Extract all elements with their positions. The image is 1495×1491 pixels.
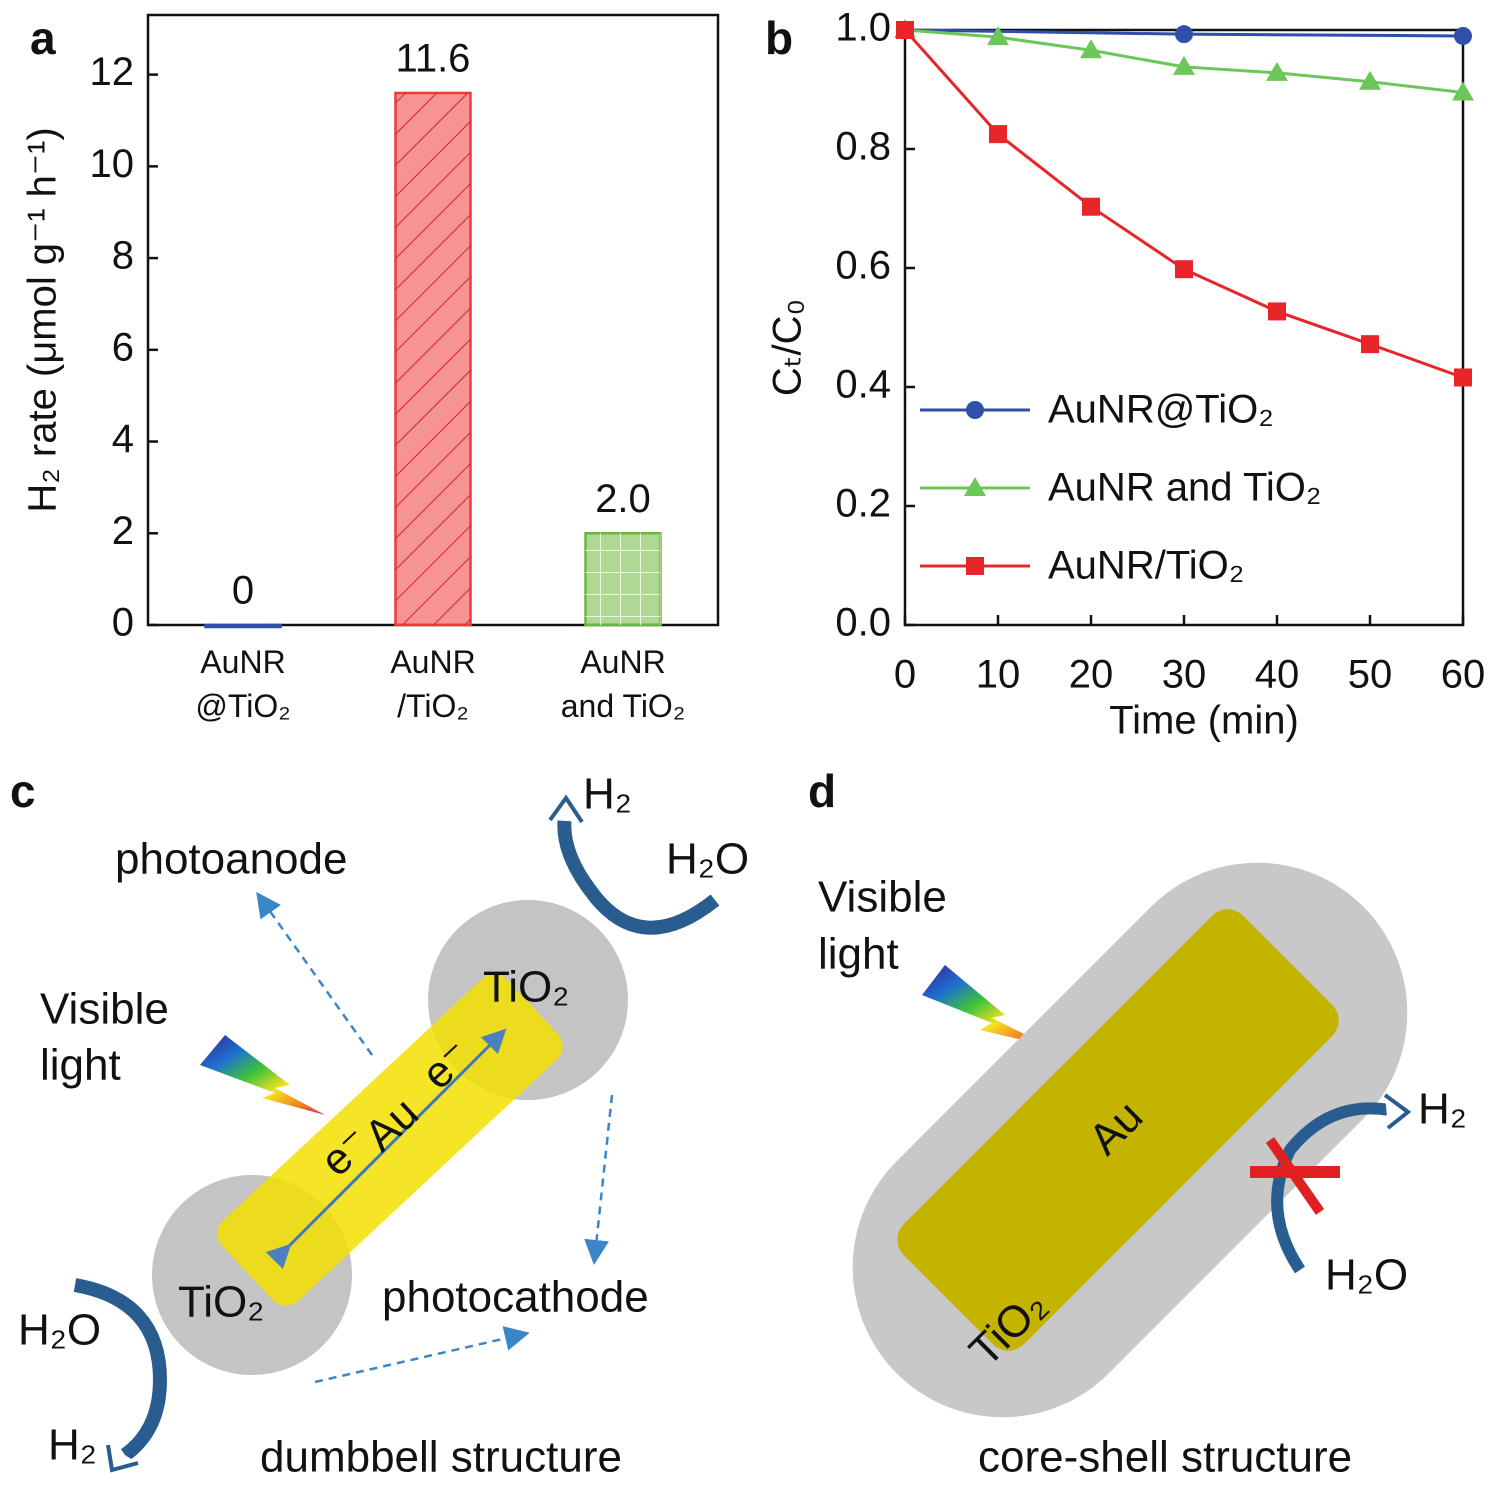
legend-label: AuNR@TiO₂ [1048,388,1274,432]
y-axis-label: H₂ rate (μmol g⁻¹ h⁻¹) [21,127,65,512]
y-tick-label: 2 [112,509,134,553]
x-tick-label: 10 [976,653,1021,697]
legend-label: AuNR and TiO₂ [1048,466,1321,510]
x-tick-label: 30 [1162,653,1207,697]
arrow-head [548,794,584,824]
arrow [256,891,374,1056]
y-tick-label: 0 [112,601,134,645]
point [1080,39,1102,59]
label: H₂ [48,1421,97,1470]
y-tick-label: 1.0 [835,6,891,50]
value-label: 11.6 [396,37,471,81]
arrow [73,1278,168,1461]
point [896,21,914,39]
label: light [40,1041,121,1090]
x-tick-label: 20 [1069,653,1114,697]
panel-label: d [808,765,836,817]
label: H₂O [666,835,749,884]
x-tick-label: 60 [1441,653,1486,697]
x-tick-label: AuNR @TiO₂ [195,644,290,724]
label: light [818,930,899,979]
point [987,26,1009,46]
label: H₂ [1418,1085,1467,1134]
panel-label: a [30,12,56,64]
label: photoanode [115,835,347,884]
arrow [265,1028,507,1270]
bar [204,623,282,629]
y-tick-label: 0.2 [835,482,891,526]
y-tick-label: 0.0 [835,601,891,645]
x-tick-label: 0 [894,653,916,697]
point [1175,25,1193,44]
value-label: 0 [232,569,254,613]
diagram-d: d Visible light Au TiO₂ H₂ H₂O core-shel… [808,765,1467,1482]
x-axis-label: Time (min) [1109,699,1299,743]
x-tick-label: 40 [1255,653,1300,697]
point [989,125,1007,144]
x-tick-label: AuNR/TiO₂ [390,644,475,724]
point [1361,335,1379,354]
block-mark [1265,1137,1325,1215]
x-tick-label: AuNR and TiO₂ [561,644,685,724]
label: photocathode [382,1273,649,1322]
y-tick-label: 4 [112,417,134,461]
point [1359,70,1381,90]
arrow [314,1326,530,1384]
label: H₂ [583,770,632,819]
y-tick-label: 0.8 [835,125,891,169]
y-tick-label: 8 [112,234,134,278]
plot-frame [903,28,1465,627]
caption: dumbbell structure [260,1433,622,1482]
y-tick-label: 12 [90,50,135,94]
panel-label: c [10,765,36,817]
x-tick-label: 50 [1348,653,1393,697]
gold-core [897,909,1339,1351]
light-bolt [922,965,1048,1046]
point [964,477,986,496]
label: H₂O [18,1306,101,1355]
point [1266,61,1288,81]
point [1268,302,1286,321]
arrow [1271,1102,1391,1274]
bar-hatch [585,533,661,625]
light-bolt [200,1035,325,1115]
point [1173,55,1195,75]
point [966,401,984,419]
bar-hatch [395,92,471,626]
y-tick-label: 0.4 [835,363,891,407]
label: Visible [40,985,169,1034]
y-tick-label: 10 [90,142,135,186]
point [966,557,984,575]
legend-label: AuNR/TiO₂ [1048,544,1244,588]
panel-label: b [765,12,793,64]
arrow [557,814,720,935]
label: H₂O [1325,1251,1408,1300]
caption: core-shell structure [978,1433,1352,1482]
label: TiO₂ [483,963,569,1012]
point [1175,260,1193,279]
diagram-c: c photoanode H₂ H₂O TiO₂ TiO₂ e⁻ Au e⁻ V… [10,765,749,1481]
point [1454,26,1472,45]
arrow [584,1094,614,1265]
label: TiO₂ [178,1278,264,1327]
y-tick-label: 0.6 [835,244,891,288]
y-axis-label: Cₜ/C₀ [766,299,810,396]
point [1454,368,1472,387]
value-label: 2.0 [595,477,651,521]
arrow-head [106,1444,139,1473]
point [1082,197,1100,216]
point [1452,81,1474,101]
label: Visible [818,873,947,922]
arrow-head [1383,1093,1412,1130]
y-tick-label: 6 [112,325,134,369]
